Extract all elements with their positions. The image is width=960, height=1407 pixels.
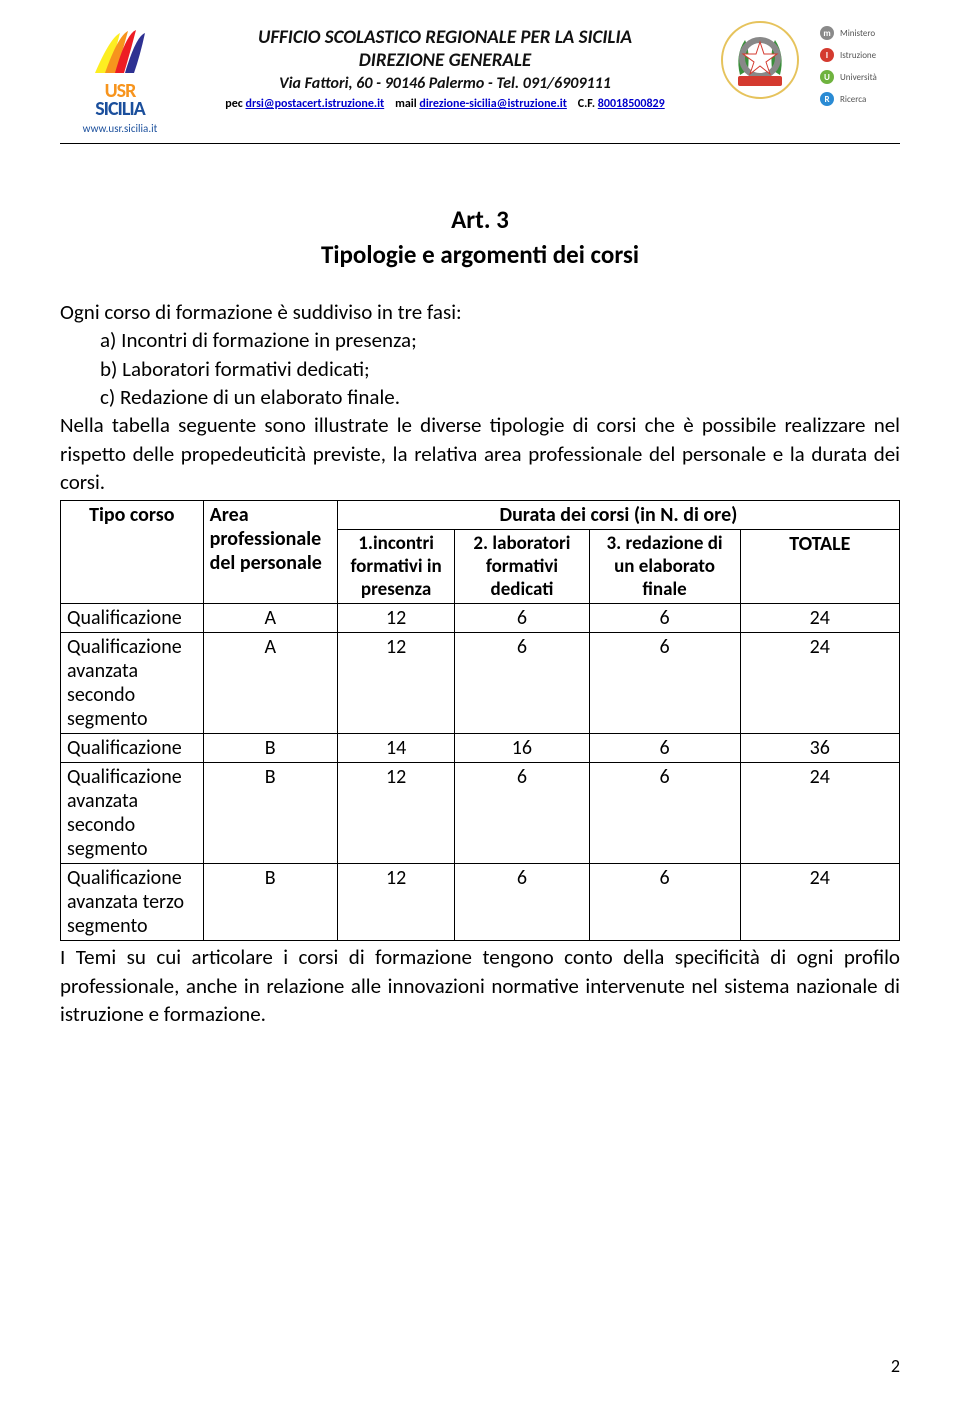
cell-area: A [203, 633, 337, 734]
logo-usr-sicilia: USR SICILIA www.usr.sicilia.it [60, 20, 180, 135]
cell-tot: 24 [740, 633, 899, 734]
dot-icon: U [820, 70, 834, 84]
cell-tot: 36 [740, 734, 899, 763]
cell-tot: 24 [740, 864, 899, 941]
legend-row: U Università [820, 70, 900, 84]
website-url[interactable]: www.usr.sicilia.it [60, 122, 180, 135]
cell-c1: 12 [337, 864, 454, 941]
cell-c2: 6 [455, 604, 589, 633]
dot-icon: I [820, 48, 834, 62]
cell-tot: 24 [740, 763, 899, 864]
cell-area: B [203, 763, 337, 864]
legend-label: Istruzione [840, 50, 876, 61]
table-row: Qualificazione avanzata terzo segmento B… [61, 864, 900, 941]
sub-col-3: 3. redazione di un elaborato finale [589, 530, 740, 604]
cell-c1: 12 [337, 633, 454, 734]
table-row: Qualificazione avanzata secondo segmento… [61, 763, 900, 864]
cell-area: A [203, 604, 337, 633]
mail-label: mail [395, 97, 417, 111]
cell-tipo: Qualificazione avanzata secondo segmento [61, 763, 204, 864]
cell-tipo: Qualificazione avanzata secondo segmento [61, 633, 204, 734]
address-line: Via Fattori, 60 - 90146 Palermo - Tel. 0… [190, 74, 700, 93]
intro-text: Ogni corso di formazione è suddiviso in … [60, 298, 900, 326]
course-table: Tipo corso Area professionale del person… [60, 500, 900, 941]
table-row: Qualificazione avanzata secondo segmento… [61, 633, 900, 734]
cell-c2: 6 [455, 864, 589, 941]
list-item: b) Laboratori formativi dedicati; [100, 355, 900, 383]
legend-row: m Ministero [820, 26, 900, 40]
contacts-line: pec drsi@postacert.istruzione.it mail di… [190, 97, 700, 111]
col-area-header: Area professionale del personale [203, 501, 337, 604]
col-durata-header: Durata dei corsi (in N. di ore) [337, 501, 899, 530]
cell-c3: 6 [589, 633, 740, 734]
list-item: c) Redazione di un elaborato finale. [100, 383, 900, 411]
dot-icon: m [820, 26, 834, 40]
cell-c1: 12 [337, 604, 454, 633]
cf-label: C.F. [578, 97, 595, 111]
flame-icon [90, 28, 150, 78]
dot-icon: R [820, 92, 834, 106]
article-number: Art. 3 [60, 204, 900, 235]
cell-c2: 16 [455, 734, 589, 763]
direction-title: DIREZIONE GENERALE [190, 49, 700, 72]
col-tipo-header: Tipo corso [61, 501, 204, 604]
cell-c3: 6 [589, 604, 740, 633]
table-row: Qualificazione A 12 6 6 24 [61, 604, 900, 633]
mail-link[interactable]: direzione-sicilia@istruzione.it [419, 97, 567, 111]
cell-tipo: Qualificazione [61, 734, 204, 763]
italian-emblem [710, 20, 810, 100]
pec-link[interactable]: drsi@postacert.istruzione.it [246, 97, 385, 111]
cell-c2: 6 [455, 633, 589, 734]
office-title: UFFICIO SCOLASTICO REGIONALE PER LA SICI… [190, 26, 700, 49]
cell-area: B [203, 864, 337, 941]
cell-tot: 24 [740, 604, 899, 633]
cf-value: 80018500829 [598, 97, 665, 111]
sub-col-tot: TOTALE [740, 530, 899, 604]
cell-tipo: Qualificazione [61, 604, 204, 633]
sicilia-label: SICILIA [60, 100, 180, 118]
legend-label: Ricerca [840, 94, 866, 105]
cell-c3: 6 [589, 864, 740, 941]
para-3: I Temi su cui articolare i corsi di form… [60, 943, 900, 1028]
letterhead: USR SICILIA www.usr.sicilia.it UFFICIO S… [60, 20, 900, 144]
letterhead-center: UFFICIO SCOLASTICO REGIONALE PER LA SICI… [190, 20, 700, 111]
cell-c3: 6 [589, 763, 740, 864]
page: USR SICILIA www.usr.sicilia.it UFFICIO S… [0, 0, 960, 1407]
cell-c1: 12 [337, 763, 454, 864]
ministry-legend: m Ministero I Istruzione U Università R … [820, 20, 900, 114]
legend-row: I Istruzione [820, 48, 900, 62]
cell-c3: 6 [589, 734, 740, 763]
cell-c2: 6 [455, 763, 589, 864]
legend-label: Ministero [840, 28, 875, 39]
list-item: a) Incontri di formazione in presenza; [100, 326, 900, 354]
page-number: 2 [891, 1355, 900, 1377]
legend-row: R Ricerca [820, 92, 900, 106]
cell-area: B [203, 734, 337, 763]
pec-label: pec [225, 97, 243, 111]
sub-col-2: 2. laboratori formativi dedicati [455, 530, 589, 604]
para-2: Nella tabella seguente sono illustrate l… [60, 411, 900, 496]
table-row: Qualificazione B 14 16 6 36 [61, 734, 900, 763]
cell-tipo: Qualificazione avanzata terzo segmento [61, 864, 204, 941]
cell-c1: 14 [337, 734, 454, 763]
table-header-row: Tipo corso Area professionale del person… [61, 501, 900, 530]
legend-label: Università [840, 72, 877, 83]
phase-list: a) Incontri di formazione in presenza; b… [60, 326, 900, 411]
sub-col-1: 1.incontri formativi in presenza [337, 530, 454, 604]
article-title: Tipologie e argomenti dei corsi [60, 239, 900, 270]
